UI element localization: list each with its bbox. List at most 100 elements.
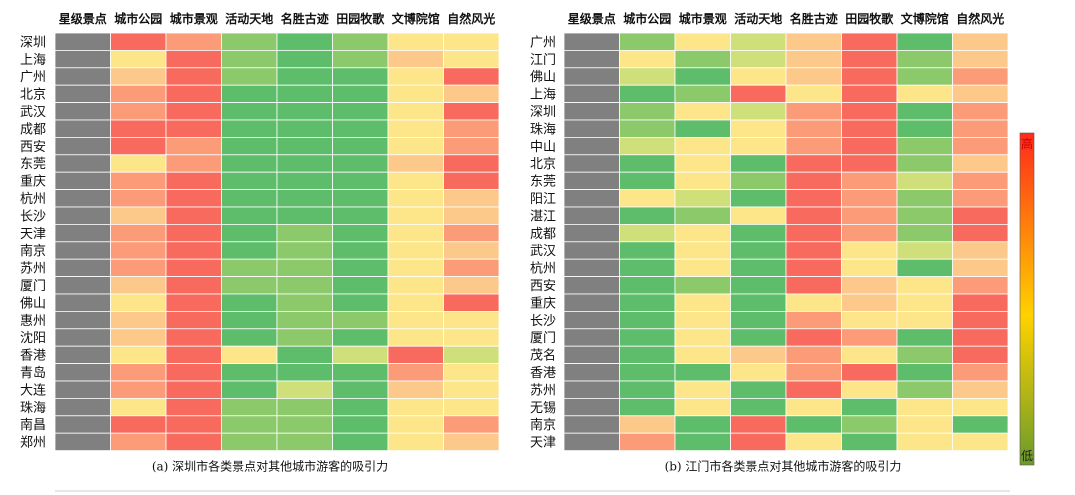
heatmap-cell [896, 310, 953, 330]
heatmap-cell [276, 154, 333, 173]
row-label: 长沙 [20, 209, 46, 224]
heatmap-cell [443, 119, 500, 138]
row-label: 北京 [20, 88, 46, 103]
heatmap-cell [221, 276, 278, 295]
heatmap-cell [563, 293, 620, 312]
heatmap-cell [896, 276, 953, 295]
row-label: 武汉 [20, 105, 46, 120]
heatmap-cell [110, 189, 167, 208]
heatmap-cell [674, 189, 731, 208]
heatmap-cell [619, 102, 676, 121]
heatmap-cell [165, 415, 222, 434]
heatmap-cell [165, 84, 222, 103]
heatmap-cell [443, 415, 500, 434]
heatmap-cell [54, 397, 111, 417]
heatmap-cell [841, 380, 898, 399]
heatmap-cell [443, 223, 500, 243]
heatmap-cell [387, 223, 444, 243]
heatmap-cell [730, 328, 787, 347]
heatmap-cell [674, 363, 731, 382]
heatmap-cell [221, 102, 278, 121]
heatmap-cell [619, 171, 676, 190]
heatmap-cell [841, 84, 898, 103]
heatmap-cell [110, 84, 167, 103]
row-label: 佛山 [20, 296, 46, 311]
heatmap-cell [730, 50, 787, 69]
heatmap-cell [387, 50, 444, 69]
heatmap-cell [165, 50, 222, 69]
heatmap-cell [563, 258, 620, 278]
heatmap-cell [110, 119, 167, 138]
heatmap-cell [443, 50, 500, 69]
row-label: 杭州 [530, 262, 556, 277]
row-label: 西安 [530, 279, 556, 294]
heatmap-cell [785, 258, 842, 278]
heatmap-cell [221, 171, 278, 190]
heatmap-cell [674, 432, 731, 452]
heatmap-cell [730, 310, 787, 330]
panel-caption: (b) 江门市各类景点对其他城市游客的吸引力 [665, 459, 902, 474]
row-label: 南昌 [20, 417, 46, 433]
heatmap-cell [841, 293, 898, 312]
heatmap-cell [332, 328, 389, 347]
heatmap-cell [785, 84, 842, 103]
heatmap-cell [841, 345, 898, 365]
row-label: 大连 [20, 382, 46, 398]
heatmap-cell [730, 415, 787, 434]
column-header: 名胜古迹 [281, 11, 329, 26]
heatmap-cell [952, 84, 1009, 103]
heatmap-cell [332, 32, 389, 51]
heatmap-cell [896, 380, 953, 399]
heatmap-cell [674, 171, 731, 190]
heatmap-cell [110, 206, 167, 225]
heatmap-cell [785, 328, 842, 347]
heatmap-cell [276, 223, 333, 243]
heatmap-cell [730, 189, 787, 208]
heatmap-cell [332, 171, 389, 190]
heatmap-cell [54, 223, 111, 243]
heatmap-cell [332, 345, 389, 365]
heatmap-cell [841, 171, 898, 190]
heatmap-cell [443, 276, 500, 295]
heatmap-cell [165, 136, 222, 156]
heatmap-cell [110, 293, 167, 312]
heatmap-cell [387, 258, 444, 278]
heatmap-cell [387, 310, 444, 330]
row-label: 阳江 [530, 192, 556, 207]
heatmap-cell [619, 397, 676, 417]
column-header: 文博院馆 [901, 11, 949, 26]
heatmap-cell [896, 363, 953, 382]
heatmap-cell [952, 206, 1009, 225]
heatmap-cell [896, 154, 953, 173]
heatmap-cell [221, 258, 278, 278]
heatmap-cell [165, 310, 222, 330]
column-header: 星级景点 [59, 11, 107, 26]
heatmap-cell [387, 171, 444, 190]
heatmap-cell [952, 50, 1009, 69]
row-label: 深圳 [20, 35, 46, 50]
heatmap-cell [896, 32, 953, 51]
heatmap-cell [165, 345, 222, 365]
heatmap-cell [896, 84, 953, 103]
heatmap-cell [54, 136, 111, 156]
heatmap-cell [332, 67, 389, 86]
heatmap-cell [387, 67, 444, 86]
heatmap-cell [110, 223, 167, 243]
heatmap-cell [387, 84, 444, 103]
heatmap-cell [221, 223, 278, 243]
heatmap-cell [730, 380, 787, 399]
legend-high-label: 高 [1021, 136, 1033, 151]
heatmap-cell [54, 102, 111, 121]
heatmap-cell [674, 67, 731, 86]
heatmap-cell [221, 397, 278, 417]
heatmap-cell [841, 363, 898, 382]
heatmap-cell [332, 241, 389, 260]
heatmap-cell [730, 119, 787, 138]
heatmap-cell [276, 67, 333, 86]
row-label: 成都 [20, 122, 46, 137]
heatmap-cell [785, 102, 842, 121]
heatmap-cell [387, 328, 444, 347]
heatmap-cell [674, 276, 731, 295]
heatmap-cell [730, 67, 787, 86]
heatmap-cell [332, 276, 389, 295]
